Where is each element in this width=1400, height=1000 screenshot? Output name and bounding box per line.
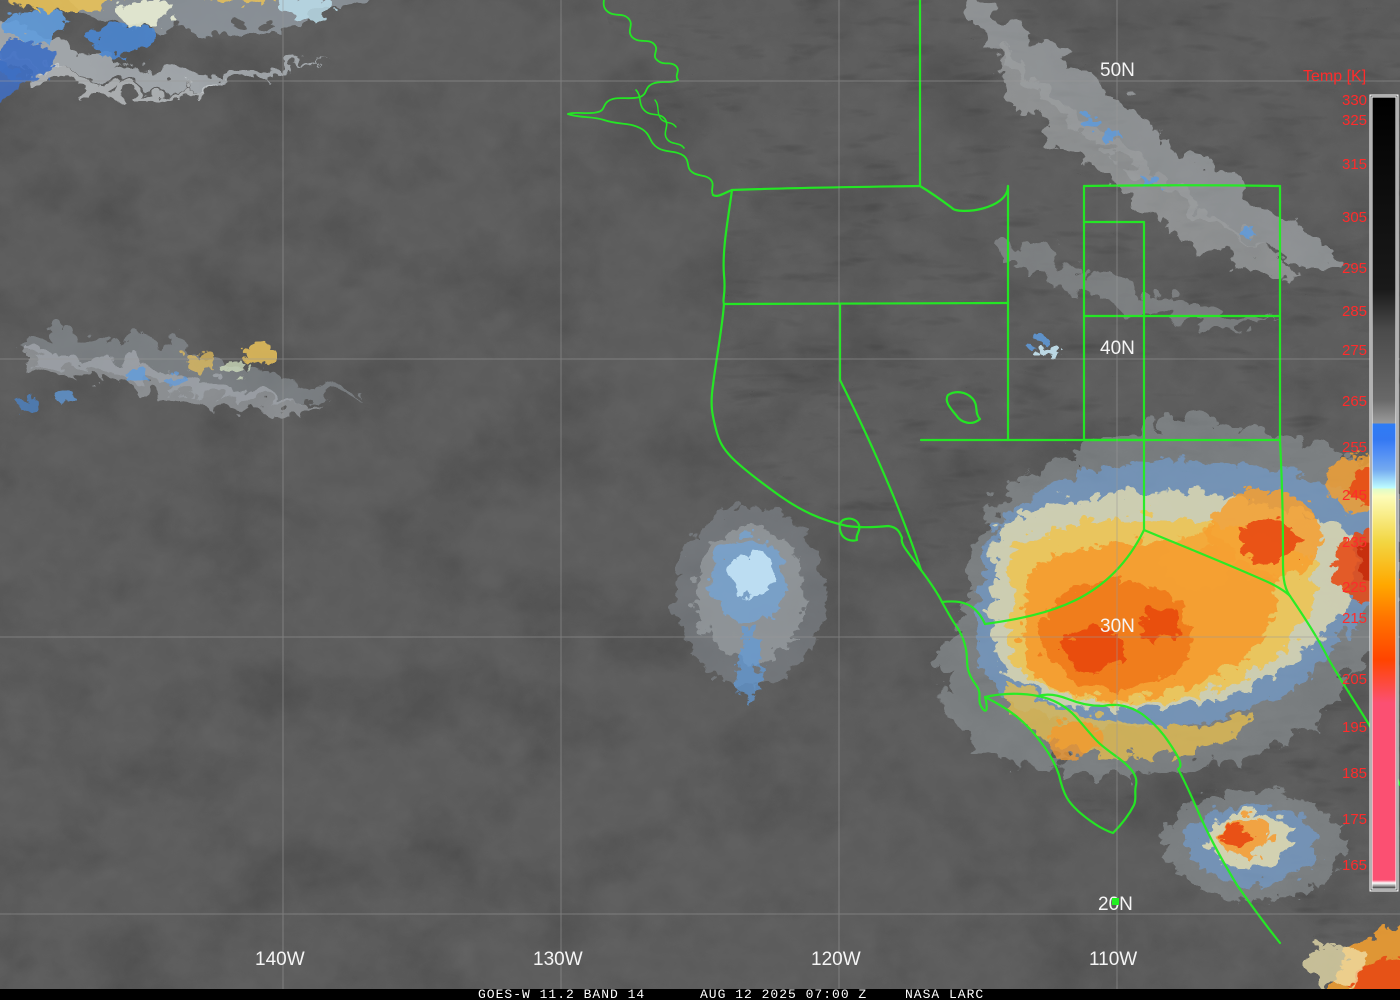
svg-text:305: 305: [1342, 209, 1367, 226]
svg-text:110W: 110W: [1089, 949, 1137, 970]
svg-text:215: 215: [1342, 610, 1367, 627]
svg-text:Temp [K]: Temp [K]: [1303, 68, 1366, 85]
svg-text:185: 185: [1342, 765, 1367, 782]
svg-text:285: 285: [1342, 303, 1367, 320]
svg-text:330: 330: [1342, 92, 1367, 109]
svg-text:130W: 130W: [533, 949, 583, 970]
svg-text:205: 205: [1342, 671, 1367, 688]
svg-text:245: 245: [1342, 487, 1367, 504]
svg-text:175: 175: [1342, 811, 1367, 828]
svg-text:40N: 40N: [1100, 338, 1135, 359]
svg-text:NASA LARC: NASA LARC: [905, 987, 984, 1000]
svg-text:225: 225: [1342, 579, 1367, 596]
svg-text:325: 325: [1342, 112, 1367, 129]
svg-text:295: 295: [1342, 260, 1367, 277]
svg-text:165: 165: [1342, 857, 1367, 874]
svg-text:255: 255: [1342, 439, 1367, 456]
svg-text:265: 265: [1342, 393, 1367, 410]
svg-text:275: 275: [1342, 342, 1367, 359]
svg-text:195: 195: [1342, 719, 1367, 736]
svg-text:235: 235: [1342, 534, 1367, 551]
svg-text:120W: 120W: [811, 949, 861, 970]
svg-text:30N: 30N: [1100, 616, 1135, 637]
svg-text:AUG 12 2025 07:00 Z: AUG 12 2025 07:00 Z: [700, 987, 867, 1000]
svg-text:50N: 50N: [1100, 60, 1135, 81]
svg-text:GOES-W 11.2 BAND 14: GOES-W 11.2 BAND 14: [478, 987, 645, 1000]
svg-text:315: 315: [1342, 156, 1367, 173]
svg-text:140W: 140W: [255, 949, 305, 970]
